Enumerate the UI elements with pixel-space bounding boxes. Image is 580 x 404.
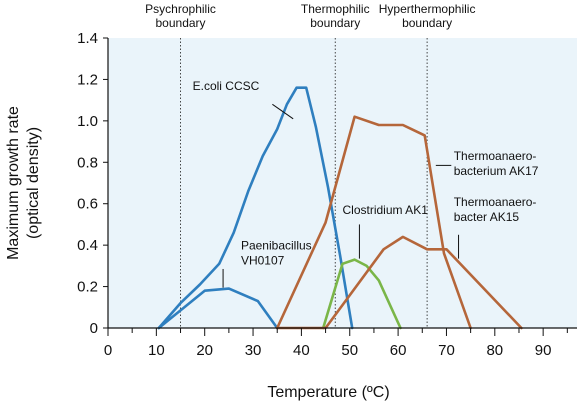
x-tick-label: 30 <box>245 342 262 359</box>
boundary-label: Hyperthermophilic <box>379 2 476 16</box>
series-label: Paenibacillus <box>241 238 312 252</box>
y-axis-title: (optical density) <box>25 127 42 239</box>
x-tick-label: 90 <box>535 342 552 359</box>
y-tick-label: 1.2 <box>77 71 98 88</box>
boundary-label: Thermophilic <box>301 2 370 16</box>
annotation-leader <box>272 103 294 120</box>
series-label: Thermoanaero- <box>454 149 537 163</box>
boundary-label: boundary <box>156 16 206 30</box>
y-tick-label: 0.4 <box>77 237 98 254</box>
x-tick-label: 0 <box>104 342 112 359</box>
boundary-label: Psychrophilic <box>145 2 216 16</box>
series-label: bacterium AK17 <box>454 164 539 178</box>
series-label: Clostridium AK1 <box>343 203 429 217</box>
y-axis-title-group: Maximum growth rate (optical density) <box>5 106 42 260</box>
x-tick-label: 60 <box>390 342 407 359</box>
y-axis-title: Maximum growth rate <box>5 106 22 260</box>
y-tick-label: 0.8 <box>77 154 98 171</box>
x-tick-label: 20 <box>196 342 213 359</box>
series-line <box>157 86 354 330</box>
x-tick-label: 10 <box>148 342 165 359</box>
series-line <box>321 258 402 330</box>
series-label: E.coli CCSC <box>193 79 260 93</box>
y-tick-label: 1.4 <box>77 30 98 47</box>
x-axis-title: Temperature (ºC) <box>267 384 389 401</box>
y-tick-label: 0 <box>90 320 98 337</box>
x-tick-label: 40 <box>293 342 310 359</box>
plot-background <box>108 38 577 328</box>
series-label: VH0107 <box>241 253 285 267</box>
y-tick-label: 1.0 <box>77 113 98 130</box>
y-tick-label: 0.6 <box>77 196 98 213</box>
x-tick-label: 50 <box>341 342 358 359</box>
series-label: Thermoanaero- <box>454 195 537 209</box>
series-label: bacter AK15 <box>454 210 520 224</box>
boundary-label: boundary <box>310 16 360 30</box>
x-tick-label: 80 <box>486 342 503 359</box>
boundary-label: boundary <box>402 16 452 30</box>
series-line <box>157 287 279 330</box>
series-line <box>275 115 472 330</box>
x-tick-label: 70 <box>438 342 455 359</box>
y-tick-label: 0.2 <box>77 279 98 296</box>
